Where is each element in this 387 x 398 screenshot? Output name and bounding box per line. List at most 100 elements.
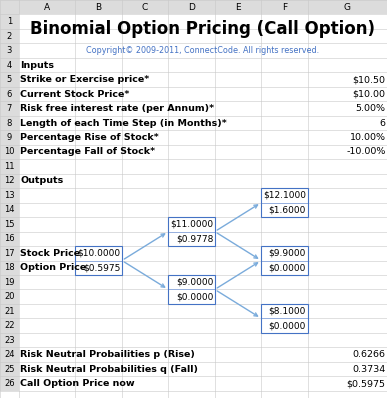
Bar [0, 14, 19, 29]
Text: 24: 24 [4, 350, 15, 359]
Bar [261, 188, 308, 217]
Text: 0.3734: 0.3734 [352, 365, 385, 374]
Bar [168, 217, 215, 246]
Bar [0, 362, 19, 376]
Text: $10.0000: $10.0000 [77, 249, 120, 258]
Bar [0, 0, 19, 14]
Text: 15: 15 [4, 220, 15, 229]
Bar [0, 116, 19, 130]
Text: 12: 12 [4, 176, 15, 185]
Text: $10.00: $10.00 [353, 90, 385, 99]
Bar [0, 159, 19, 174]
Bar [0, 261, 19, 275]
Bar [0, 145, 19, 159]
Text: 21: 21 [4, 307, 15, 316]
Bar [0, 347, 19, 362]
Text: Current Stock Price*: Current Stock Price* [20, 90, 130, 99]
Text: 25: 25 [4, 365, 15, 374]
Bar [0, 101, 19, 116]
Bar [0, 376, 19, 391]
Text: Stock Price: Stock Price [20, 249, 80, 258]
Text: A: A [44, 3, 50, 12]
Bar [0, 43, 19, 58]
Bar [261, 246, 308, 275]
Bar [0, 72, 19, 87]
Text: 8: 8 [7, 119, 12, 127]
Text: E: E [235, 3, 241, 12]
Text: 26: 26 [4, 379, 15, 388]
Text: 16: 16 [4, 234, 15, 243]
Bar [0, 318, 19, 333]
Text: Percentage Fall of Stock*: Percentage Fall of Stock* [20, 148, 155, 156]
Bar [0, 246, 19, 261]
Text: 22: 22 [4, 321, 15, 330]
Text: Length of each Time Step (in Months)*: Length of each Time Step (in Months)* [20, 119, 227, 127]
Bar [0, 203, 19, 217]
Text: Inputs: Inputs [20, 60, 54, 70]
Text: Risk Neutral Probailities p (Rise): Risk Neutral Probailities p (Rise) [20, 350, 195, 359]
Bar [0, 275, 19, 289]
Text: $9.0000: $9.0000 [176, 278, 213, 287]
Text: C: C [142, 3, 148, 12]
Text: 14: 14 [4, 205, 15, 215]
Text: 1: 1 [7, 17, 12, 26]
Text: $0.5975: $0.5975 [83, 263, 120, 272]
Bar [0, 0, 387, 14]
Text: F: F [282, 3, 287, 12]
Text: Option Price: Option Price [20, 263, 86, 272]
Text: $12.1000: $12.1000 [263, 191, 306, 200]
Text: $0.0000: $0.0000 [269, 263, 306, 272]
Text: 6: 6 [379, 119, 385, 127]
Bar [0, 304, 19, 318]
Bar [0, 217, 19, 232]
Text: -10.00%: -10.00% [346, 148, 385, 156]
Text: 9: 9 [7, 133, 12, 142]
Text: Binomial Option Pricing (Call Option): Binomial Option Pricing (Call Option) [30, 20, 375, 38]
Text: 23: 23 [4, 336, 15, 345]
Text: 17: 17 [4, 249, 15, 258]
Text: 5: 5 [7, 75, 12, 84]
Bar [168, 275, 215, 304]
Bar [261, 304, 308, 333]
Text: Call Option Price now: Call Option Price now [20, 379, 135, 388]
Text: Risk free interest rate (per Annum)*: Risk free interest rate (per Annum)* [20, 104, 214, 113]
Bar [0, 87, 19, 101]
Text: 2: 2 [7, 32, 12, 41]
Bar [0, 333, 19, 347]
Text: 13: 13 [4, 191, 15, 200]
Text: $10.50: $10.50 [353, 75, 385, 84]
Text: 4: 4 [7, 60, 12, 70]
Text: $0.0000: $0.0000 [176, 292, 213, 301]
Text: $1.6000: $1.6000 [269, 205, 306, 215]
Text: 10.00%: 10.00% [349, 133, 385, 142]
Text: $0.9778: $0.9778 [176, 234, 213, 243]
Text: $0.0000: $0.0000 [269, 321, 306, 330]
Text: D: D [188, 3, 195, 12]
Text: 0.6266: 0.6266 [353, 350, 385, 359]
Text: $9.9000: $9.9000 [269, 249, 306, 258]
Text: $8.1000: $8.1000 [269, 307, 306, 316]
Text: 5.00%: 5.00% [355, 104, 385, 113]
Text: $0.5975: $0.5975 [346, 379, 385, 388]
Bar [0, 232, 19, 246]
Text: 20: 20 [4, 292, 15, 301]
Text: 10: 10 [4, 148, 15, 156]
Text: 6: 6 [7, 90, 12, 99]
Text: B: B [96, 3, 102, 12]
Bar [0, 289, 19, 304]
Bar [75, 246, 122, 275]
Text: 7: 7 [7, 104, 12, 113]
Text: Percentage Rise of Stock*: Percentage Rise of Stock* [20, 133, 159, 142]
Bar [0, 29, 19, 43]
Text: Copyright© 2009-2011, ConnectCode. All rights reserved.: Copyright© 2009-2011, ConnectCode. All r… [86, 46, 319, 55]
Text: Strike or Exercise price*: Strike or Exercise price* [20, 75, 149, 84]
Text: 19: 19 [4, 278, 15, 287]
Bar [0, 58, 19, 72]
Text: Risk Neutral Probabilities q (Fall): Risk Neutral Probabilities q (Fall) [20, 365, 198, 374]
Bar [0, 174, 19, 188]
Bar [0, 188, 19, 203]
Text: 18: 18 [4, 263, 15, 272]
Text: G: G [344, 3, 351, 12]
Text: 3: 3 [7, 46, 12, 55]
Bar [0, 130, 19, 145]
